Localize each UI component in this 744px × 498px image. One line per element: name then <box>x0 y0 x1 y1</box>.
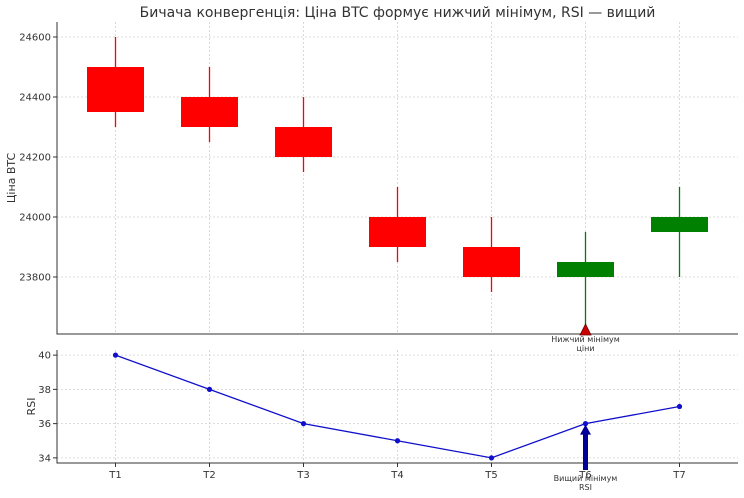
price-ytick-label-4: 24600 <box>19 33 51 44</box>
xtick-label-0: T1 <box>108 470 121 481</box>
price-ytick-label-2: 24200 <box>19 153 51 164</box>
candle-body-T7 <box>651 217 708 232</box>
lower-low-label-line-1: ціни <box>576 344 594 353</box>
rsi-point-T2 <box>206 386 213 392</box>
rsi-point-T7 <box>676 403 683 410</box>
xtick-label-3: T4 <box>390 470 403 481</box>
rsi-ylabel: RSI <box>25 398 38 416</box>
rsi-ytick-label-2: 38 <box>38 385 51 396</box>
higher-low-arrow-shaft <box>583 432 588 470</box>
higher-low-label-line-1: RSI <box>579 483 592 492</box>
price-ytick-label-3: 24400 <box>19 93 51 104</box>
rsi-point-T6 <box>582 421 589 427</box>
candle-body-T3 <box>275 127 332 157</box>
xtick-label-5: T6 <box>578 470 591 481</box>
candle-body-T5 <box>463 247 520 277</box>
price-axes <box>56 22 738 335</box>
xtick-label-6: T7 <box>672 470 685 481</box>
chart-title: Бичача конвергенція: Ціна BTC формує ниж… <box>140 5 656 21</box>
xtick-label-2: T3 <box>296 470 309 481</box>
rsi-point-T1 <box>112 352 119 358</box>
lower-low-label-line-0: Нижчий мінімум <box>551 335 620 344</box>
rsi-point-T5 <box>488 455 495 461</box>
candle-body-T1 <box>87 67 144 112</box>
rsi-ytick-label-3: 40 <box>38 351 51 362</box>
higher-low-label-line-0: Вищий мінімум <box>554 474 618 483</box>
rsi-point-T3 <box>300 421 307 427</box>
higher-low-arrow-head <box>580 424 591 435</box>
rsi-ytick-label-0: 34 <box>38 453 51 464</box>
xtick-label-4: T5 <box>484 470 497 481</box>
price-ytick-label-0: 23800 <box>19 273 51 284</box>
lower-low-marker <box>579 323 592 336</box>
rsi-point-T4 <box>394 438 401 444</box>
rsi-ytick-label-1: 36 <box>38 419 51 430</box>
price-ytick-label-1: 24000 <box>19 213 51 224</box>
xtick-label-1: T2 <box>202 470 215 481</box>
candle-body-T2 <box>181 97 238 127</box>
rsi-axes <box>56 350 738 464</box>
candle-body-T4 <box>369 217 426 247</box>
price-ylabel: Ціна BTC <box>5 153 18 204</box>
candle-body-T6 <box>557 262 614 277</box>
